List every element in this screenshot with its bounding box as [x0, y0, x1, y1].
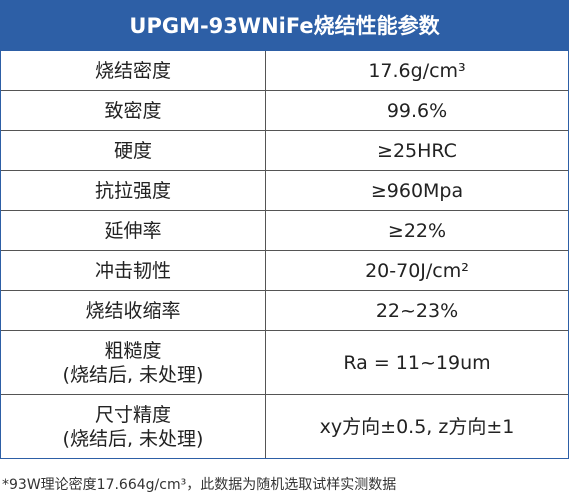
cell-text: 抗拉强度 — [94, 179, 171, 202]
table-cell: 延伸率 — [1, 211, 266, 250]
footnote: *93W理论密度17.664g/cm³，此数据为随机选取试样实测数据 — [2, 477, 397, 493]
table-row: 硬度 ≥25HRC — [1, 130, 568, 170]
cell-text: 冲击韧性 — [94, 259, 171, 282]
table-row: 烧结收缩率 22~23% — [1, 290, 568, 330]
table-row: 延伸率 ≥22% — [1, 210, 568, 250]
cell-text: 20-70J/cm² — [365, 259, 469, 282]
table-cell: 抗拉强度 — [1, 171, 266, 210]
cell-text: 延伸率 — [104, 219, 162, 242]
table-cell: xy方向±0.5, z方向±1 — [266, 395, 568, 458]
cell-line: 尺寸精度 — [94, 403, 171, 426]
cell-text: 22~23% — [375, 299, 459, 322]
table-cell: 冲击韧性 — [1, 251, 266, 290]
cell-text: 硬度 — [113, 139, 152, 162]
table-row: 冲击韧性 20-70J/cm² — [1, 250, 568, 290]
cell-line: (烧结后, 未处理) — [62, 363, 204, 386]
cell-text: ≥25HRC — [377, 139, 457, 162]
table-cell: 20-70J/cm² — [266, 251, 568, 290]
table-cell: 致密度 — [1, 91, 266, 130]
table-cell: 99.6% — [266, 91, 568, 130]
table-cell: ≥960Mpa — [266, 171, 568, 210]
cell-text: 致密度 — [104, 99, 162, 122]
cell-text: ≥22% — [387, 219, 447, 242]
table-cell: ≥25HRC — [266, 131, 568, 170]
cell-text: xy方向±0.5, z方向±1 — [319, 415, 515, 438]
table-cell: 22~23% — [266, 291, 568, 330]
table-cell: 尺寸精度 (烧结后, 未处理) — [1, 395, 266, 458]
table-cell: 粗糙度 (烧结后, 未处理) — [1, 331, 266, 394]
table-row: 致密度 99.6% — [1, 90, 568, 130]
table-title: UPGM-93WNiFe烧结性能参数 — [0, 0, 569, 50]
table-cell: 硬度 — [1, 131, 266, 170]
cell-line: (烧结后, 未处理) — [62, 427, 204, 450]
table-cell: ≥22% — [266, 211, 568, 250]
table-row: 烧结密度 17.6g/cm³ — [1, 50, 568, 90]
table-cell: 烧结收缩率 — [1, 291, 266, 330]
table-row: 粗糙度 (烧结后, 未处理) Ra = 11~19um — [1, 330, 568, 394]
cell-text: 17.6g/cm³ — [368, 59, 466, 82]
cell-text: ≥960Mpa — [370, 179, 464, 202]
cell-text: 99.6% — [386, 99, 448, 122]
cell-line: 粗糙度 — [104, 339, 162, 362]
cell-text: 烧结密度 — [94, 59, 171, 82]
table: 烧结密度 17.6g/cm³ 致密度 99.6% 硬度 ≥25HRC 抗拉强度 ≥960Mpa… — [0, 50, 569, 459]
cell-text: 烧结收缩率 — [85, 299, 181, 322]
table-row: 抗拉强度 ≥960Mpa — [1, 170, 568, 210]
table-cell: 烧结密度 — [1, 51, 266, 90]
table-cell: Ra = 11~19um — [266, 331, 568, 394]
cell-text: Ra = 11~19um — [343, 351, 491, 374]
table-row: 尺寸精度 (烧结后, 未处理) xy方向±0.5, z方向±1 — [1, 394, 568, 458]
table-cell: 17.6g/cm³ — [266, 51, 568, 90]
